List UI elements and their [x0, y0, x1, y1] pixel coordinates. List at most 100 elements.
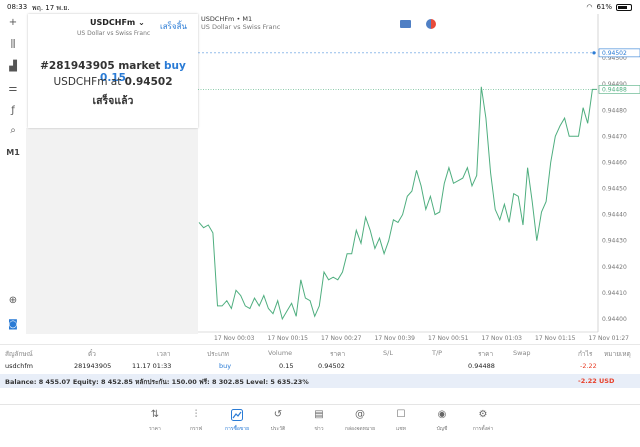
y-tick-label: 0.94430	[602, 238, 627, 245]
crosshair-icon[interactable]: +	[8, 17, 18, 28]
bar-chart-icon[interactable]: ▟	[9, 61, 17, 72]
dialog-symbol[interactable]: USDCHFm ⌄	[90, 18, 145, 27]
nav-chat[interactable]: ☐ แชท	[381, 409, 421, 433]
clock: 08:33	[7, 3, 28, 11]
positions-header: สัญลักษณ์ ตั๋ว เวลา ประเภท Volume ราคา S…	[0, 344, 640, 358]
y-tick-label: 0.94470	[602, 133, 627, 140]
col-ticket: ตั๋ว	[88, 350, 96, 358]
charts-icon: ⫶	[194, 409, 198, 420]
y-tick-label: 0.94490	[602, 81, 627, 88]
table-row[interactable]: usdchfm 281943905 11.17 01:33 buy 0.15 0…	[0, 358, 640, 374]
fill-price: 0.94502	[124, 76, 173, 88]
status-bar: 08:33 พฤ. 17 พ.ย. ◠ 61%	[0, 0, 640, 14]
zoom-icon[interactable]: ⊕	[8, 295, 18, 306]
mailbox-icon: @	[355, 409, 365, 420]
col-swap: Swap	[513, 349, 531, 357]
buy-level-tag	[598, 48, 640, 58]
y-tick-label: 0.94480	[602, 107, 627, 114]
col-price: ราคา	[330, 350, 346, 358]
col-tp: T/P	[432, 349, 443, 357]
buy-level-marker	[592, 51, 596, 55]
gear-icon: ⚙	[478, 409, 488, 420]
nav-chat-label: แชท	[396, 426, 406, 432]
quotes-icon: ⇅	[150, 409, 160, 420]
nav-mailbox[interactable]: @ กล่องจดหมาย	[340, 409, 380, 433]
indicators-icon[interactable]: ⚌	[8, 83, 18, 94]
order-number: #281943905 market	[40, 60, 165, 72]
y-tick-label: 0.94400	[602, 316, 627, 323]
battery-icon	[616, 3, 632, 11]
trade-result-dialog: USDCHFm ⌄ US Dollar vs Swiss Franc เสร็จ…	[28, 14, 198, 128]
nav-news[interactable]: ▤ ข่าว	[299, 409, 339, 433]
nav-quotes-label: ราคา	[149, 426, 161, 432]
price-chart[interactable]: 0.94500 0.94490 0.94480 0.94470 0.94460 0.944…	[198, 14, 640, 344]
col-profit: กำไร	[578, 350, 593, 358]
nav-quotes[interactable]: ⇅ ราคา	[135, 409, 175, 433]
buy-level-label: 0.94502	[602, 50, 627, 57]
chart-canvas: 0.94500 0.94490 0.94480 0.94470 0.94460 0.944…	[198, 14, 640, 342]
fill-line: USDCHFm at 0.94502	[28, 76, 198, 88]
timeframe-button[interactable]: M1	[6, 148, 20, 157]
wifi-icon: ◠	[586, 3, 593, 11]
cell-time: 11.17 01:33	[132, 362, 172, 370]
x-tick-label: 17 Nov 01:27	[589, 335, 630, 342]
y-tick-label: 0.94440	[602, 212, 627, 219]
nav-mailbox-label: กล่องจดหมาย	[344, 426, 376, 432]
trade-levels-icon[interactable]	[400, 20, 411, 28]
cell-type: buy	[219, 362, 232, 370]
y-tick-label: 0.94410	[602, 290, 627, 297]
nav-charts-label: กราฟ	[189, 426, 203, 432]
dialog-backdrop	[26, 128, 198, 334]
cell-price: 0.94502	[318, 362, 345, 370]
one-click-trade-icon[interactable]: ◙	[8, 319, 18, 330]
function-icon[interactable]: ƒ	[11, 105, 15, 116]
date: พฤ. 17 พ.ย.	[32, 4, 70, 12]
x-tick-label: 17 Nov 00:27	[321, 335, 362, 342]
news-icon: ▤	[314, 409, 324, 420]
y-tick-label: 0.94500	[602, 55, 627, 62]
col-symbol: สัญลักษณ์	[5, 350, 33, 358]
chart-color-icon[interactable]	[426, 19, 436, 29]
col-current: ราคา	[478, 350, 494, 358]
nav-history[interactable]: ↺ ประวัติ	[258, 409, 298, 433]
col-type: ประเภท	[207, 350, 229, 358]
nav-trade-label: การซื้อขาย	[224, 426, 250, 432]
bottom-nav: ⇅ ราคา ⫶ กราฟ การซื้อขาย ↺ ประวัติ ▤ ข่าว @ ก…	[0, 404, 640, 447]
x-tick-label: 17 Nov 01:03	[482, 335, 523, 342]
col-volume: Volume	[268, 349, 293, 357]
cell-volume: 0.15	[279, 362, 294, 370]
order-line: #281943905 market buy 0.15	[28, 60, 198, 84]
bid-level-label: 0.94488	[602, 87, 627, 94]
candles-icon[interactable]: ⫼	[10, 39, 16, 50]
nav-settings-label: การตั้งค่า	[472, 426, 494, 432]
total-profit: -2.22	[578, 377, 597, 385]
nav-charts[interactable]: ⫶ กราฟ	[176, 409, 216, 433]
total-currency: USD	[599, 377, 615, 385]
col-sl: S/L	[383, 349, 393, 357]
y-tick-label: 0.94460	[602, 159, 627, 166]
left-toolbar: + ⫼ ▟ ⚌ ƒ ⌕ M1 ⊕ ◙	[0, 14, 26, 334]
chart-subtitle: US Dollar vs Swiss Franc	[201, 23, 281, 31]
y-tick-label: 0.94450	[602, 186, 627, 193]
x-tick-label: 17 Nov 00:39	[375, 335, 416, 342]
trade-icon	[231, 409, 243, 421]
cell-ticket: 281943905	[74, 362, 112, 370]
fill-prefix: USDCHFm at	[53, 76, 125, 88]
order-status: เสร็จแล้ว	[92, 95, 134, 107]
chart-title: USDCHFm • M1	[201, 15, 253, 23]
nav-trade[interactable]: การซื้อขาย	[217, 409, 257, 433]
balance-bar: Balance: 8 455.07 Equity: 8 452.85 หลักป…	[0, 374, 640, 388]
nav-accounts[interactable]: ◉ บัญชี	[422, 409, 462, 433]
accounts-icon: ◉	[437, 409, 447, 420]
nav-settings[interactable]: ⚙ การตั้งค่า	[463, 409, 503, 433]
price-series-line	[198, 86, 597, 321]
nav-history-label: ประวัติ	[270, 426, 286, 432]
balance-summary: Balance: 8 455.07 Equity: 8 452.85 หลักป…	[5, 378, 309, 386]
history-icon: ↺	[273, 409, 283, 420]
done-button[interactable]: เสร็จสิ้น	[160, 22, 187, 31]
order-side: buy 0.15	[100, 60, 186, 84]
col-comment: หมายเหตุ	[604, 350, 631, 358]
x-tick-label: 17 Nov 00:51	[428, 335, 469, 342]
nav-accounts-label: บัญชี	[436, 426, 448, 432]
objects-icon[interactable]: ⌕	[10, 125, 16, 136]
